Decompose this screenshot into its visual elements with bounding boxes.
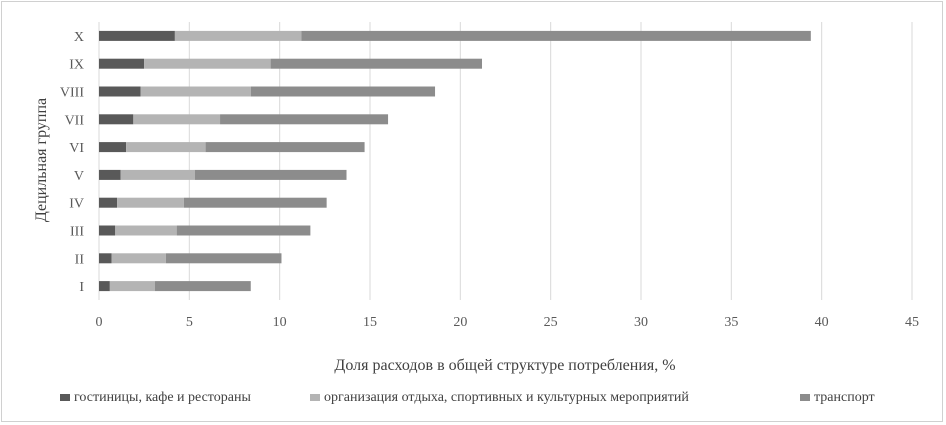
legend-swatch bbox=[310, 394, 320, 401]
bar-segment bbox=[99, 197, 118, 208]
bar-segment bbox=[270, 58, 483, 69]
y-tick-label: X bbox=[74, 30, 84, 45]
x-tick-label: 25 bbox=[544, 315, 558, 330]
bar-segment bbox=[301, 30, 811, 41]
y-tick-label: IV bbox=[69, 197, 84, 212]
x-tick-label: 15 bbox=[363, 315, 377, 330]
legend-swatch bbox=[800, 394, 810, 401]
bar-segment bbox=[155, 281, 251, 292]
y-tick-label: III bbox=[70, 225, 84, 240]
bar-segment bbox=[99, 86, 141, 97]
bar-segment bbox=[99, 142, 127, 153]
bar-segment bbox=[99, 253, 112, 264]
bar-segment bbox=[120, 169, 195, 180]
bar-segment bbox=[109, 281, 156, 292]
bar-segment bbox=[111, 253, 166, 264]
y-tick-label: VII bbox=[65, 113, 85, 128]
bar-segment bbox=[99, 281, 110, 292]
x-tick-label: 30 bbox=[634, 315, 648, 330]
bar-segment bbox=[99, 169, 121, 180]
bar-segment bbox=[165, 253, 282, 264]
bar-segment bbox=[115, 225, 177, 236]
bar-segment bbox=[117, 197, 184, 208]
bar-segment bbox=[99, 225, 116, 236]
x-axis-title: Доля расходов в общей структуре потребле… bbox=[334, 357, 675, 374]
x-tick-label: 10 bbox=[273, 315, 287, 330]
y-tick-label: II bbox=[75, 252, 85, 267]
bar-segment bbox=[126, 142, 206, 153]
x-tick-label: 45 bbox=[905, 315, 919, 330]
bar-segment bbox=[99, 114, 134, 125]
bars bbox=[99, 30, 811, 292]
bar-segment bbox=[133, 114, 221, 125]
x-tick-label: 0 bbox=[96, 315, 103, 330]
y-tick-label: VIII bbox=[60, 86, 84, 101]
bar-segment bbox=[220, 114, 389, 125]
x-tick-label: 5 bbox=[186, 315, 193, 330]
x-tick-label: 40 bbox=[815, 315, 829, 330]
y-tick-label: VI bbox=[69, 141, 84, 156]
legend: гостиницы, кафе и рестораны организация о… bbox=[60, 390, 875, 405]
bar-segment bbox=[183, 197, 327, 208]
bar-segment bbox=[194, 169, 347, 180]
bar-segment bbox=[174, 30, 302, 41]
bar-segment bbox=[176, 225, 311, 236]
y-tick-label: I bbox=[79, 280, 84, 295]
legend-label: организация отдыха, спортивных и культур… bbox=[324, 390, 689, 405]
bar-segment bbox=[205, 142, 365, 153]
legend-label: транспорт bbox=[814, 390, 875, 405]
legend-label: гостиницы, кафе и рестораны bbox=[74, 390, 251, 405]
x-tick-label: 20 bbox=[453, 315, 467, 330]
bar-segment bbox=[99, 58, 145, 69]
y-axis-title: Децильная группа bbox=[33, 98, 50, 222]
y-tick-label: V bbox=[74, 169, 84, 184]
bar-segment bbox=[99, 30, 175, 41]
x-tick-labels: 0 5 10 15 20 25 30 35 40 45 bbox=[96, 315, 920, 330]
bar-segment bbox=[140, 86, 251, 97]
bar-segment bbox=[144, 58, 271, 69]
x-tick-label: 35 bbox=[724, 315, 738, 330]
legend-swatch bbox=[60, 394, 70, 401]
bar-segment bbox=[250, 86, 436, 97]
y-tick-label: IX bbox=[69, 58, 84, 73]
